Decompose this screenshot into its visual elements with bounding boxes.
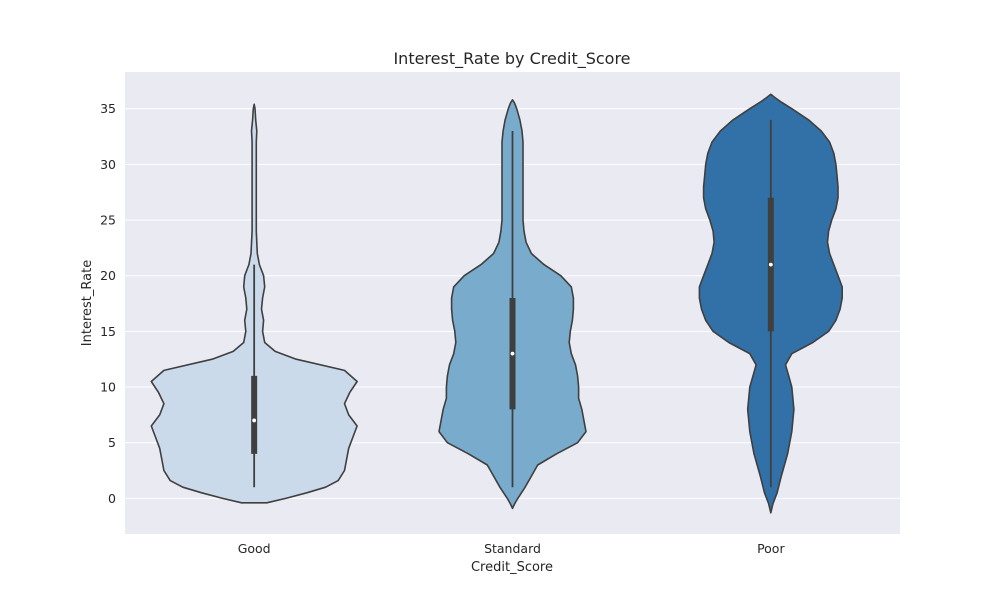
- y-tick-label: 15: [100, 324, 116, 339]
- violin-poor: [698, 93, 843, 514]
- violin-median-point: [252, 418, 257, 423]
- y-tick-label: 0: [108, 491, 116, 506]
- y-tick-label: 25: [100, 213, 116, 228]
- x-axis-label: Credit_Score: [471, 560, 553, 575]
- y-tick-label: 20: [100, 268, 116, 283]
- violins: [150, 93, 843, 514]
- x-tick-label: Poor: [757, 541, 785, 556]
- y-tick-label: 30: [100, 157, 116, 172]
- y-tick-label: 35: [100, 101, 116, 116]
- x-axis-ticks: Good Standard Poor: [238, 541, 786, 556]
- violin-median-point: [768, 262, 773, 267]
- x-tick-label: Good: [238, 541, 271, 556]
- violin-median-point: [510, 351, 515, 356]
- y-tick-label: 5: [108, 435, 116, 450]
- chart-title: Interest_Rate by Credit_Score: [393, 49, 630, 69]
- y-tick-label: 10: [100, 380, 116, 395]
- y-axis-ticks: 0 5 10 15 20 25 30 35: [100, 101, 116, 506]
- y-axis-label: Interest_Rate: [80, 260, 95, 346]
- x-tick-label: Standard: [484, 541, 541, 556]
- violin-standard: [438, 99, 587, 510]
- violin-good: [150, 103, 358, 504]
